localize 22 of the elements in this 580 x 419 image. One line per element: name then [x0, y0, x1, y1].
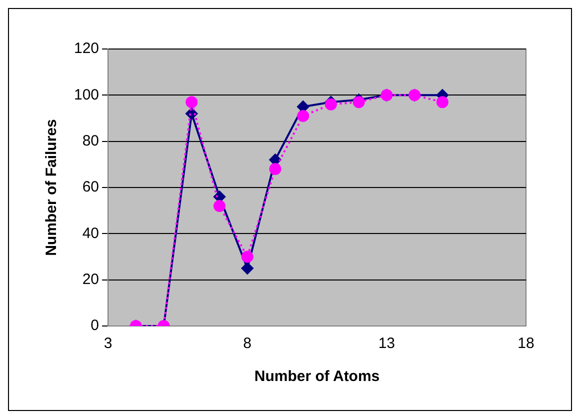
y-axis-title: Number of Failures: [43, 119, 60, 256]
point: [269, 163, 282, 176]
point: [352, 96, 365, 108]
point: [213, 200, 226, 212]
x-tick-label: 3: [104, 335, 112, 352]
point: [241, 262, 254, 274]
x-tick-label: 18: [518, 335, 534, 352]
y-tick-label: 120: [74, 40, 100, 58]
x-tick-label: 8: [243, 335, 252, 352]
y-tick-label: 20: [82, 270, 100, 288]
x-tick-label: 13: [378, 335, 396, 352]
y-tick-label: 100: [74, 86, 100, 104]
y-tick-label: 80: [82, 132, 100, 150]
point: [436, 96, 448, 108]
y-tick-label: 0: [90, 317, 100, 334]
point: [297, 110, 310, 122]
y-tick-label: 60: [82, 178, 100, 196]
point: [241, 250, 254, 263]
point: [186, 96, 198, 108]
point: [324, 98, 337, 110]
y-tick-label: 40: [82, 224, 100, 242]
x-axis-title: Number of Atoms: [254, 368, 380, 386]
